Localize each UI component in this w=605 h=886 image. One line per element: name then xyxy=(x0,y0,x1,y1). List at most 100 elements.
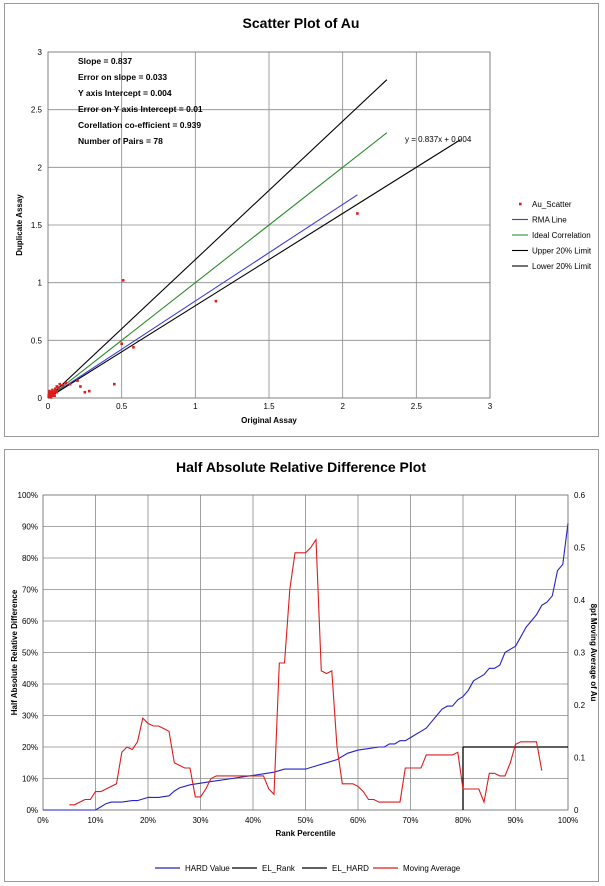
y-tick-label: 50% xyxy=(22,649,38,658)
scatter-point xyxy=(53,394,56,397)
y2-tick-label: 0.6 xyxy=(574,491,586,500)
scatter-point xyxy=(83,390,87,394)
x-tick-label: 0 xyxy=(46,402,51,411)
x-tick-label: 10% xyxy=(87,816,103,825)
x-tick-label: 20% xyxy=(140,816,156,825)
series-line-rma-line xyxy=(47,194,358,398)
scatter-point xyxy=(49,396,53,399)
y-tick-label: 0.5 xyxy=(31,336,43,345)
hard-chart: Half Absolute Relative Difference Plot 0%… xyxy=(10,459,598,873)
scatter-point xyxy=(61,384,65,387)
y-tick-label: 0 xyxy=(38,394,43,403)
y-tick-label: 60% xyxy=(22,617,38,626)
x-tick-label: 70% xyxy=(402,816,418,825)
legend-label: EL_Rank xyxy=(262,864,296,873)
scatter-point xyxy=(48,389,51,393)
y-tick-label: 0% xyxy=(26,806,38,815)
x-axis-label: Original Assay xyxy=(241,416,297,425)
x-tick-label: 30% xyxy=(192,816,208,825)
x-tick-label: 40% xyxy=(245,816,261,825)
x-tick-label: 0% xyxy=(37,816,49,825)
x-tick-label: 2 xyxy=(340,402,345,411)
scatter-point xyxy=(49,392,53,396)
scatter-point xyxy=(51,393,54,397)
stat-line: Slope = 0.837 xyxy=(78,56,132,66)
legend-marker xyxy=(519,202,522,206)
scatter-point xyxy=(48,392,51,395)
scatter-point xyxy=(55,385,59,388)
scatter-point xyxy=(214,299,218,303)
series-line-lower-20-limit xyxy=(47,139,461,399)
legend-label: Ideal Correlation xyxy=(532,231,591,240)
x-tick-label: 3 xyxy=(488,402,493,411)
trendline-equation: y = 0.837x + 0.004 xyxy=(405,135,472,144)
y-tick-label: 2 xyxy=(38,163,43,172)
scatter-point xyxy=(79,385,82,388)
scatter-point xyxy=(52,390,56,393)
chart-title: Half Absolute Relative Difference Plot xyxy=(176,459,426,475)
y-tick-label: 90% xyxy=(22,523,38,532)
y-tick-label: 80% xyxy=(22,554,38,563)
scatter-point xyxy=(121,279,125,282)
scatter-point xyxy=(87,389,91,393)
y2-tick-label: 0 xyxy=(574,806,579,815)
legend-label: RMA Line xyxy=(532,216,567,225)
stat-line: Corellation co-efficient = 0.939 xyxy=(78,120,201,130)
scatter-point xyxy=(54,389,57,393)
legend-label: Upper 20% Limit xyxy=(532,247,592,256)
series-line-ideal-correlation xyxy=(47,132,388,399)
scatter-point xyxy=(50,390,53,394)
scatter-point xyxy=(68,382,72,386)
scatter-point xyxy=(51,388,54,392)
scatter-point xyxy=(132,345,135,349)
series-line-hard-value xyxy=(43,523,569,811)
scatter-point xyxy=(57,386,60,389)
y2-axis-label: 8pt Moving Average of Au xyxy=(589,604,598,702)
plot-area xyxy=(42,494,569,811)
y-tick-label: 20% xyxy=(22,743,38,752)
x-tick-label: 1 xyxy=(193,402,198,411)
scatter-point xyxy=(120,342,123,346)
x-tick-label: 60% xyxy=(350,816,366,825)
y-tick-label: 1 xyxy=(38,279,43,288)
y2-tick-label: 0.2 xyxy=(574,701,586,710)
y2-tick-label: 0.3 xyxy=(574,649,586,658)
legend-label: Au_Scatter xyxy=(532,200,572,209)
stat-line: Error on slope = 0.033 xyxy=(78,72,167,82)
stat-line: Error on Y axis Intercept = 0.01 xyxy=(78,104,203,114)
x-tick-label: 90% xyxy=(507,816,523,825)
y-axis-label: Half Absolute Relative Difference xyxy=(10,589,19,715)
x-tick-label: 0.5 xyxy=(116,402,128,411)
stat-line: Number of Pairs = 78 xyxy=(78,136,163,146)
x-tick-label: 50% xyxy=(297,816,313,825)
x-tick-label: 80% xyxy=(455,816,471,825)
series-line-moving-average xyxy=(69,537,543,806)
stat-line: Y axis Intercept = 0.004 xyxy=(78,88,172,98)
y-tick-label: 10% xyxy=(22,775,38,784)
plot-area xyxy=(47,51,491,399)
chart-title: Scatter Plot of Au xyxy=(243,15,360,31)
scatter-chart-panel: Scatter Plot of Au 0 0.5 1 1.5 2 2.5 3 0 0.5 1 1.5 2… xyxy=(4,3,599,437)
y-axis-label: Duplicate Assay xyxy=(15,194,24,256)
scatter-point xyxy=(54,387,57,391)
legend-label: HARD Value xyxy=(185,864,230,873)
y-tick-label: 30% xyxy=(22,712,38,721)
x-tick-label: 2.5 xyxy=(411,402,423,411)
y-tick-label: 100% xyxy=(18,491,38,500)
legend-label: Lower 20% Limit xyxy=(532,262,592,271)
y2-tick-label: 0.4 xyxy=(574,596,586,605)
hard-chart-panel: Half Absolute Relative Difference Plot 0%… xyxy=(4,449,599,882)
legend-label: Moving Average xyxy=(403,864,461,873)
scatter-chart: Scatter Plot of Au 0 0.5 1 1.5 2 2.5 3 0 0.5 1 1.5 2… xyxy=(15,15,592,425)
scatter-point xyxy=(76,379,79,382)
scatter-point xyxy=(58,382,62,386)
x-tick-label: 100% xyxy=(558,816,578,825)
y-tick-label: 3 xyxy=(38,48,43,57)
x-tick-label: 1.5 xyxy=(263,402,275,411)
scatter-point xyxy=(64,381,67,385)
y-tick-label: 1.5 xyxy=(31,221,43,230)
y2-tick-label: 0.5 xyxy=(574,544,586,553)
scatter-point xyxy=(47,394,51,397)
legend-label: EL_HARD xyxy=(332,864,369,873)
y-tick-label: 70% xyxy=(22,586,38,595)
